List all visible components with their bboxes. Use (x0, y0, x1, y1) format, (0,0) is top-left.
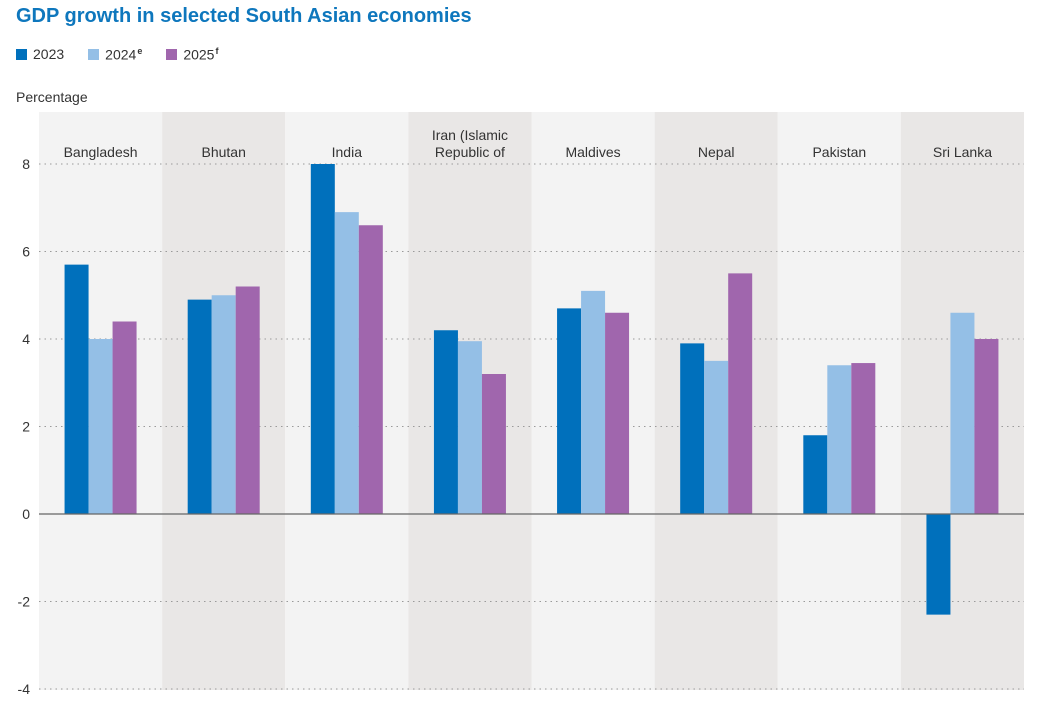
bar-2025 (112, 321, 137, 514)
bar-2024 (827, 365, 852, 514)
bar-2023 (557, 308, 582, 514)
legend: 2023 2024e 2025f (16, 46, 218, 63)
legend-swatch-2023 (16, 48, 27, 60)
category-label: Nepal (698, 144, 735, 160)
bar-2025 (851, 363, 876, 514)
legend-label-2023: 2023 (33, 46, 65, 63)
legend-label-2025: 2025f (183, 46, 219, 63)
category-label: Republic of (435, 144, 505, 160)
bar-2024 (950, 312, 975, 514)
bar-2025 (235, 286, 260, 514)
legend-superscript: f (215, 46, 219, 56)
bar-2024 (704, 360, 729, 514)
y-axis-label: Percentage (16, 89, 88, 105)
bar-2023 (310, 164, 335, 514)
legend-item-2025: 2025f (166, 46, 218, 63)
legend-item-2024: 2024e (88, 46, 142, 63)
category-label: Sri Lanka (933, 144, 992, 160)
y-tick-label: -2 (18, 594, 31, 610)
bar-2023 (803, 435, 828, 514)
bar-2025 (358, 225, 383, 514)
bar-2023 (433, 330, 458, 514)
legend-label-2024: 2024e (105, 46, 143, 63)
bar-2024 (457, 341, 482, 514)
category-label: India (332, 144, 363, 160)
bar-2024 (211, 295, 236, 514)
legend-superscript: e (137, 46, 143, 56)
y-tick-label: 4 (22, 331, 30, 347)
legend-swatch-2025 (166, 48, 178, 60)
bar-2023 (926, 514, 951, 615)
bar-2025 (728, 273, 753, 514)
y-tick-label: 6 (22, 244, 30, 260)
bar-2023 (680, 343, 705, 514)
y-tick-label: -4 (18, 681, 31, 697)
bar-2025 (605, 312, 630, 514)
category-label: Bangladesh (64, 144, 138, 160)
y-tick-label: 2 (22, 419, 30, 435)
category-label: Maldives (565, 144, 620, 160)
bar-2025 (974, 339, 999, 514)
bar-2024 (581, 290, 606, 514)
bar-2025 (481, 374, 506, 514)
bar-2023 (187, 299, 212, 514)
bar-2023 (64, 264, 89, 514)
legend-swatch-2024 (88, 48, 100, 60)
category-label: Pakistan (812, 144, 866, 160)
legend-item-2023: 2023 (16, 46, 64, 63)
bar-2024 (88, 339, 113, 514)
category-label: Bhutan (202, 144, 246, 160)
y-tick-label: 0 (22, 506, 30, 522)
category-label: Iran (Islamic (432, 127, 508, 143)
chart-title: GDP growth in selected South Asian econo… (16, 5, 472, 27)
bar-2024 (334, 212, 359, 514)
y-tick-label: 8 (22, 156, 30, 172)
